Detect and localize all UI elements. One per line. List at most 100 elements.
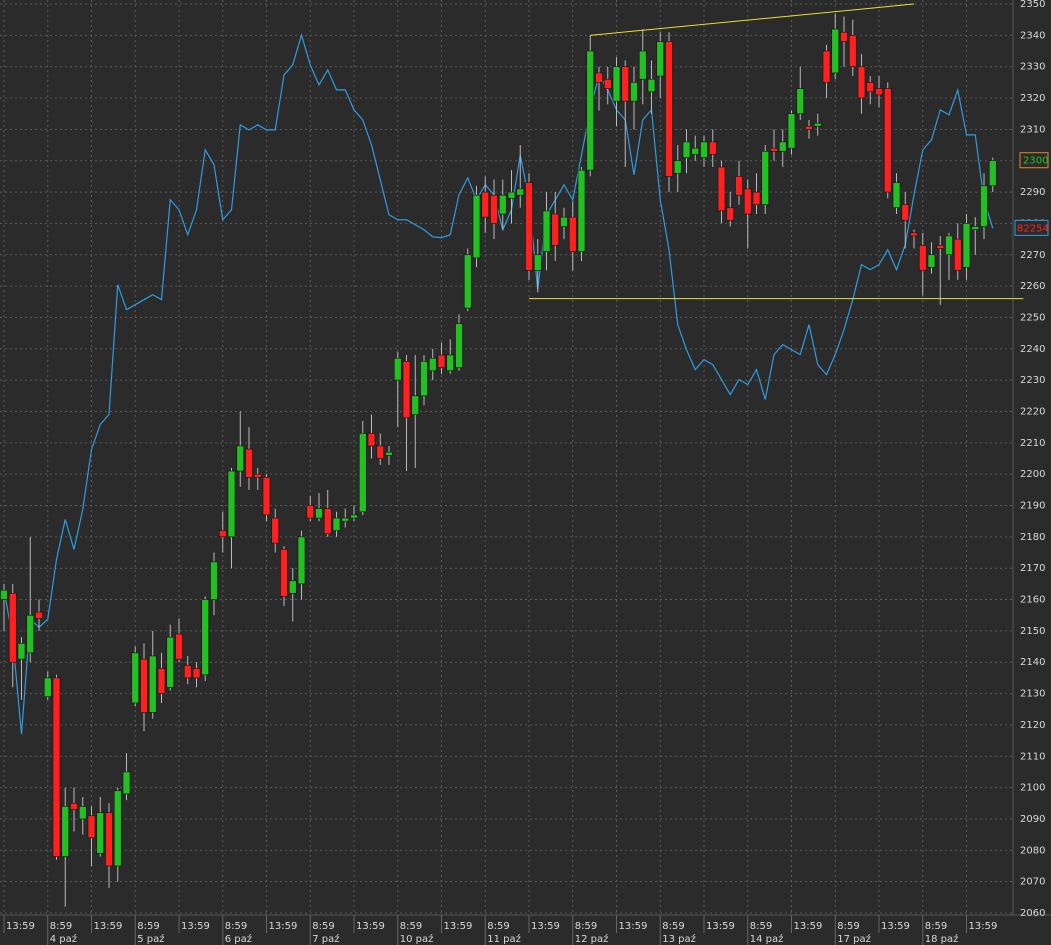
candle-body xyxy=(35,611,43,619)
candle-body xyxy=(288,580,297,594)
candle-body xyxy=(297,536,306,585)
candle-body xyxy=(796,88,805,115)
x-tick-label: 8:59 xyxy=(837,921,859,932)
date-label: 11 paź xyxy=(487,933,521,945)
y-tick-label: 2270 xyxy=(1020,250,1045,261)
candle-body xyxy=(621,66,630,102)
candle-body xyxy=(630,82,638,102)
candle-body xyxy=(437,354,446,368)
line-marker xyxy=(1014,219,1049,236)
candle-body xyxy=(393,357,402,381)
x-tick-label: 13:59 xyxy=(619,921,648,932)
price-marker xyxy=(1019,152,1049,169)
x-tick-label: 13:59 xyxy=(444,921,473,932)
y-tick-label: 2160 xyxy=(1020,595,1045,606)
date-label: 7 paź xyxy=(312,933,339,945)
date-label: 6 paź xyxy=(225,933,252,945)
candle-body xyxy=(603,78,612,89)
candle-body xyxy=(735,176,743,196)
candle-body xyxy=(323,508,332,535)
x-tick-label: 8:59 xyxy=(750,921,772,932)
candle-body xyxy=(490,194,498,224)
candle-body xyxy=(743,188,752,215)
y-tick-label: 2110 xyxy=(1020,751,1045,762)
candle-body xyxy=(358,433,367,513)
candle-body xyxy=(105,812,113,867)
candle-body xyxy=(892,182,901,209)
x-tick-label: 8:59 xyxy=(925,921,947,932)
y-tick-label: 2140 xyxy=(1020,657,1045,668)
x-tick-label: 8:59 xyxy=(50,921,72,932)
candle-body xyxy=(113,790,122,867)
candle-body xyxy=(463,254,472,309)
candle-body xyxy=(245,448,253,478)
candle-body xyxy=(586,50,595,171)
candle-body xyxy=(26,614,35,654)
y-tick-label: 2340 xyxy=(1020,30,1045,41)
date-label: 13 paź xyxy=(662,933,696,945)
candle-body xyxy=(848,35,857,67)
candle-body xyxy=(210,561,218,600)
candle-body xyxy=(656,41,665,77)
candle-body xyxy=(673,160,682,174)
candle-body xyxy=(140,658,148,713)
y-tick-label: 2210 xyxy=(1020,438,1045,449)
candle-body xyxy=(227,470,236,538)
y-tick-label: 2170 xyxy=(1020,563,1045,574)
candle-body xyxy=(280,549,288,597)
candle-body xyxy=(385,451,393,456)
candle-body xyxy=(350,514,358,519)
candle-body xyxy=(577,169,586,252)
x-tick-label: 8:59 xyxy=(400,921,422,932)
candle-body xyxy=(910,232,918,237)
candle-body xyxy=(691,147,700,155)
candle-body xyxy=(883,88,892,193)
candle-body xyxy=(682,141,691,158)
candle-body xyxy=(516,188,525,196)
y-tick-label: 2310 xyxy=(1020,124,1045,135)
candle-body xyxy=(638,50,647,80)
candle-body xyxy=(411,395,420,415)
candle-body xyxy=(542,210,551,252)
y-tick-label: 2290 xyxy=(1020,187,1045,198)
candle-body xyxy=(945,235,953,256)
date-label: 5 paź xyxy=(137,933,164,945)
plot xyxy=(0,3,1024,907)
line-marker-label: 82254 xyxy=(1017,223,1049,234)
candle-body xyxy=(813,122,822,127)
candle-body xyxy=(822,50,831,83)
candle-body xyxy=(455,323,463,368)
x-tick-label: 8:59 xyxy=(662,921,684,932)
candle-body xyxy=(481,191,490,218)
candle-body xyxy=(402,361,411,419)
candle-body xyxy=(875,88,883,96)
price-marker-label: 2300 xyxy=(1023,156,1048,167)
candle-body xyxy=(428,357,437,372)
candle-body xyxy=(332,517,341,531)
candle-body xyxy=(568,216,577,252)
candle-body xyxy=(8,592,17,663)
candle-body xyxy=(201,599,210,676)
y-tick-label: 2230 xyxy=(1020,375,1045,386)
x-tick-label: 13:59 xyxy=(881,921,910,932)
candle-body xyxy=(612,66,621,102)
date-label: 14 paź xyxy=(750,933,784,945)
candle-body xyxy=(192,668,201,679)
y-tick-label: 2190 xyxy=(1020,501,1045,512)
candle-body xyxy=(918,245,927,271)
x-tick-label: 13:59 xyxy=(531,921,560,932)
date-label: 4 paź xyxy=(50,933,77,945)
candle-body xyxy=(446,354,455,372)
candle-body xyxy=(866,82,875,93)
candle-body xyxy=(708,141,717,155)
candle-body xyxy=(560,216,568,227)
candle-body xyxy=(253,473,262,478)
x-tick-label: 8:59 xyxy=(575,921,597,932)
x-tick-label: 8:59 xyxy=(225,921,247,932)
y-tick-label: 2120 xyxy=(1020,720,1045,731)
x-tick-label: 13:59 xyxy=(356,921,385,932)
candle-body xyxy=(52,677,61,857)
candle-body xyxy=(472,194,481,259)
x-tick-label: 13:59 xyxy=(269,921,298,932)
